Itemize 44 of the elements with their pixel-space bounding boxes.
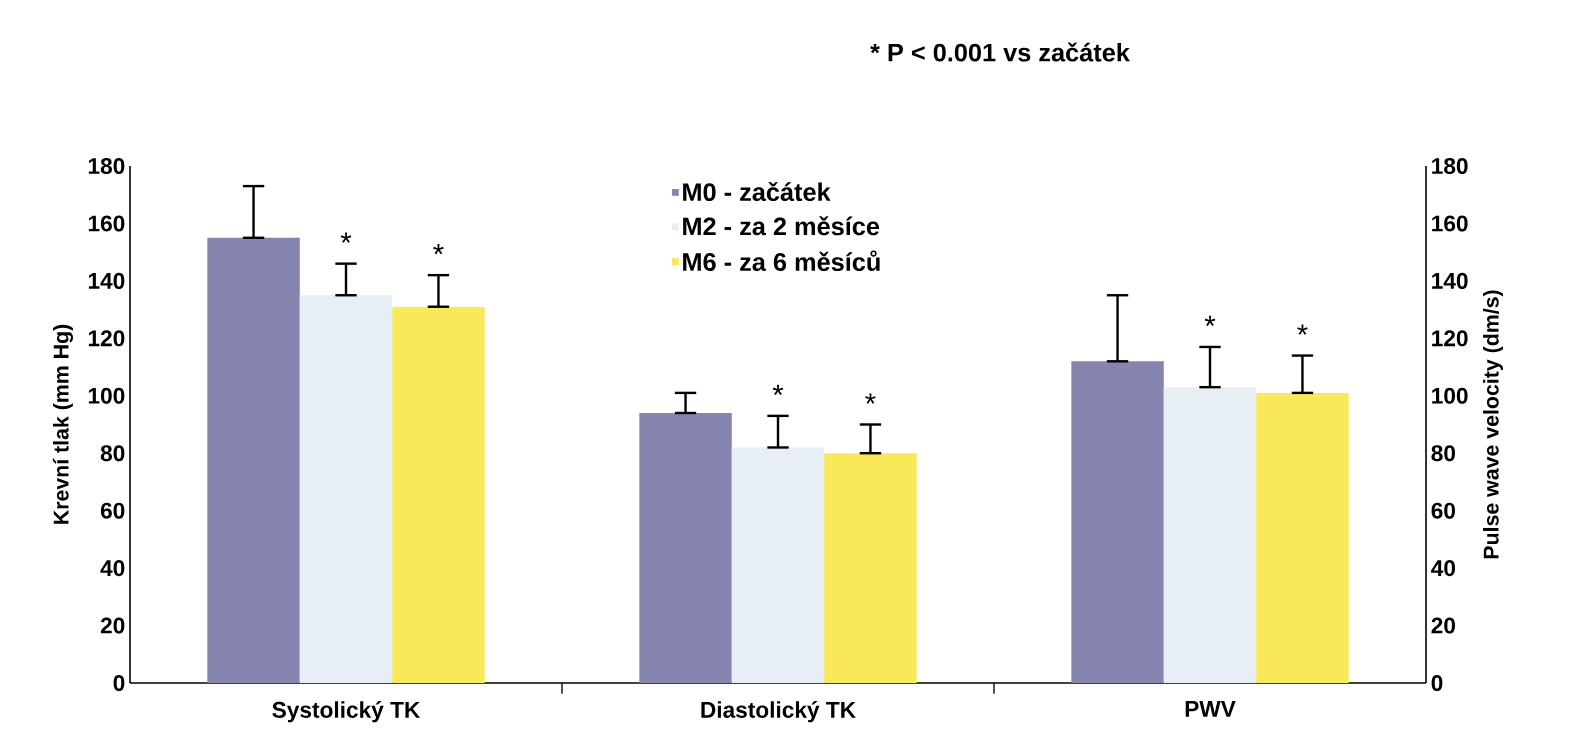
y-tick-label: 160 <box>88 215 125 232</box>
bar <box>731 447 825 683</box>
y-tick-label: 140 <box>88 272 125 289</box>
legend-label: M2 - za 2 měsíce <box>683 216 880 236</box>
y2-tick-label: 140 <box>1432 272 1468 289</box>
y2-tick-label: 80 <box>1431 445 1455 462</box>
y2-tick-label: 180 <box>1432 157 1468 175</box>
data-label: * <box>772 384 784 396</box>
y-tick-label: 100 <box>88 387 125 404</box>
bar <box>1163 387 1257 683</box>
y2-tick-label: 160 <box>1432 215 1468 232</box>
text: * P < 0.001 vs začátek <box>870 42 1130 62</box>
bar <box>1256 392 1349 683</box>
y2-tick-label: 40 <box>1431 560 1455 577</box>
y2-tick-label: 0 <box>1431 674 1443 692</box>
y2-axis-title: Pulse wave velocity (dm/s) <box>1483 290 1503 559</box>
data-label: * <box>340 232 352 243</box>
y-tick-label: 120 <box>88 330 125 347</box>
bar <box>207 237 300 683</box>
legend-label: M0 - začátek <box>683 181 831 202</box>
legend-label: M6 - za 6 měsíců <box>683 250 880 272</box>
x-tick-label: PWV <box>1185 701 1236 717</box>
bar <box>639 413 732 683</box>
bar <box>824 453 917 683</box>
data-label: * <box>1204 315 1216 327</box>
x-tick-label: Diastolický TK <box>701 701 856 723</box>
bar <box>299 295 393 683</box>
y2-tick-label: 60 <box>1431 502 1455 519</box>
y-tick-label: 0 <box>113 674 125 692</box>
y-tick-label: 60 <box>100 502 125 519</box>
y-tick-label: 180 <box>88 157 125 175</box>
y-tick-label: 20 <box>100 617 125 634</box>
y-tick-label: 40 <box>100 560 125 577</box>
x-tick-label: Systolický TK <box>272 701 421 723</box>
data-label: * <box>433 244 444 255</box>
data-label: * <box>1297 324 1308 335</box>
y-tick-label: 80 <box>100 445 125 462</box>
y2-tick-label: 20 <box>1431 617 1455 634</box>
bar <box>392 306 485 683</box>
data-label: * <box>865 393 876 404</box>
y2-tick-label: 120 <box>1432 330 1468 347</box>
y-axis-title: Krevní tlak (mm Hg) <box>52 324 73 524</box>
bar <box>1071 361 1164 683</box>
y2-tick-label: 100 <box>1432 387 1468 404</box>
